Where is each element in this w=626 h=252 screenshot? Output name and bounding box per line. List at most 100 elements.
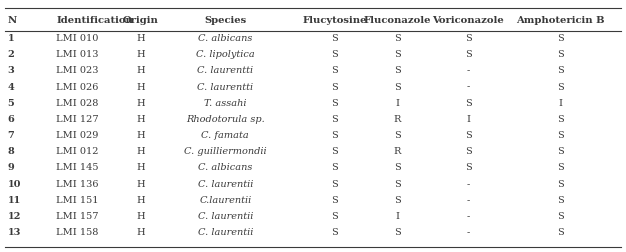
Text: -: - <box>466 82 470 91</box>
Text: S: S <box>332 66 338 75</box>
Text: S: S <box>332 227 338 236</box>
Text: I: I <box>396 98 399 107</box>
Text: C. albicans: C. albicans <box>198 163 252 172</box>
Text: H: H <box>136 50 145 59</box>
Text: 2: 2 <box>8 50 14 59</box>
Text: S: S <box>394 34 401 43</box>
Text: C.laurentii: C.laurentii <box>199 195 252 204</box>
Text: S: S <box>557 163 563 172</box>
Text: H: H <box>136 227 145 236</box>
Text: -: - <box>466 211 470 220</box>
Text: 3: 3 <box>8 66 14 75</box>
Text: H: H <box>136 66 145 75</box>
Text: -: - <box>466 195 470 204</box>
Text: N: N <box>8 16 17 25</box>
Text: 1: 1 <box>8 34 14 43</box>
Text: S: S <box>332 98 338 107</box>
Text: C. lipolytica: C. lipolytica <box>196 50 255 59</box>
Text: LMI 157: LMI 157 <box>56 211 99 220</box>
Text: LMI 028: LMI 028 <box>56 98 99 107</box>
Text: H: H <box>136 114 145 123</box>
Text: S: S <box>465 98 471 107</box>
Text: S: S <box>332 147 338 156</box>
Text: S: S <box>465 163 471 172</box>
Text: H: H <box>136 82 145 91</box>
Text: 4: 4 <box>8 82 14 91</box>
Text: C. laurentti: C. laurentti <box>197 82 254 91</box>
Text: -: - <box>466 227 470 236</box>
Text: C. laurentti: C. laurentti <box>197 66 254 75</box>
Text: C. laurentii: C. laurentii <box>198 179 253 188</box>
Text: H: H <box>136 179 145 188</box>
Text: S: S <box>557 211 563 220</box>
Text: S: S <box>394 66 401 75</box>
Text: S: S <box>332 179 338 188</box>
Text: S: S <box>394 179 401 188</box>
Text: I: I <box>396 211 399 220</box>
Text: LMI 029: LMI 029 <box>56 131 99 140</box>
Text: S: S <box>557 82 563 91</box>
Text: 7: 7 <box>8 131 14 140</box>
Text: C. laurentii: C. laurentii <box>198 227 253 236</box>
Text: S: S <box>394 82 401 91</box>
Text: I: I <box>558 98 562 107</box>
Text: LMI 010: LMI 010 <box>56 34 99 43</box>
Text: R: R <box>394 114 401 123</box>
Text: S: S <box>394 227 401 236</box>
Text: S: S <box>557 227 563 236</box>
Text: C. albicans: C. albicans <box>198 34 252 43</box>
Text: Amphotericin B: Amphotericin B <box>516 16 605 25</box>
Text: H: H <box>136 211 145 220</box>
Text: LMI 145: LMI 145 <box>56 163 99 172</box>
Text: Species: Species <box>204 16 247 25</box>
Text: S: S <box>332 82 338 91</box>
Text: LMI 023: LMI 023 <box>56 66 99 75</box>
Text: S: S <box>557 195 563 204</box>
Text: S: S <box>557 34 563 43</box>
Text: S: S <box>332 163 338 172</box>
Text: S: S <box>332 211 338 220</box>
Text: S: S <box>332 114 338 123</box>
Text: H: H <box>136 131 145 140</box>
Text: S: S <box>465 34 471 43</box>
Text: LMI 158: LMI 158 <box>56 227 99 236</box>
Text: S: S <box>332 50 338 59</box>
Text: C. laurentii: C. laurentii <box>198 211 253 220</box>
Text: S: S <box>332 34 338 43</box>
Text: I: I <box>466 114 470 123</box>
Text: S: S <box>557 147 563 156</box>
Text: S: S <box>394 195 401 204</box>
Text: S: S <box>557 66 563 75</box>
Text: Rhodotorula sp.: Rhodotorula sp. <box>186 114 265 123</box>
Text: 11: 11 <box>8 195 21 204</box>
Text: S: S <box>332 131 338 140</box>
Text: Flucytosine: Flucytosine <box>302 16 367 25</box>
Text: S: S <box>557 50 563 59</box>
Text: H: H <box>136 163 145 172</box>
Text: S: S <box>394 50 401 59</box>
Text: -: - <box>466 66 470 75</box>
Text: C. famata: C. famata <box>202 131 249 140</box>
Text: S: S <box>557 114 563 123</box>
Text: LMI 013: LMI 013 <box>56 50 99 59</box>
Text: S: S <box>465 131 471 140</box>
Text: Identification: Identification <box>56 16 133 25</box>
Text: S: S <box>557 131 563 140</box>
Text: S: S <box>394 131 401 140</box>
Text: S: S <box>332 195 338 204</box>
Text: 10: 10 <box>8 179 21 188</box>
Text: -: - <box>466 179 470 188</box>
Text: LMI 012: LMI 012 <box>56 147 99 156</box>
Text: C. guilliermondii: C. guilliermondii <box>184 147 267 156</box>
Text: LMI 127: LMI 127 <box>56 114 99 123</box>
Text: 5: 5 <box>8 98 14 107</box>
Text: Voriconazole: Voriconazole <box>433 16 504 25</box>
Text: H: H <box>136 34 145 43</box>
Text: H: H <box>136 195 145 204</box>
Text: R: R <box>394 147 401 156</box>
Text: Fluconazole: Fluconazole <box>364 16 431 25</box>
Text: LMI 151: LMI 151 <box>56 195 99 204</box>
Text: 9: 9 <box>8 163 14 172</box>
Text: 13: 13 <box>8 227 21 236</box>
Text: S: S <box>557 179 563 188</box>
